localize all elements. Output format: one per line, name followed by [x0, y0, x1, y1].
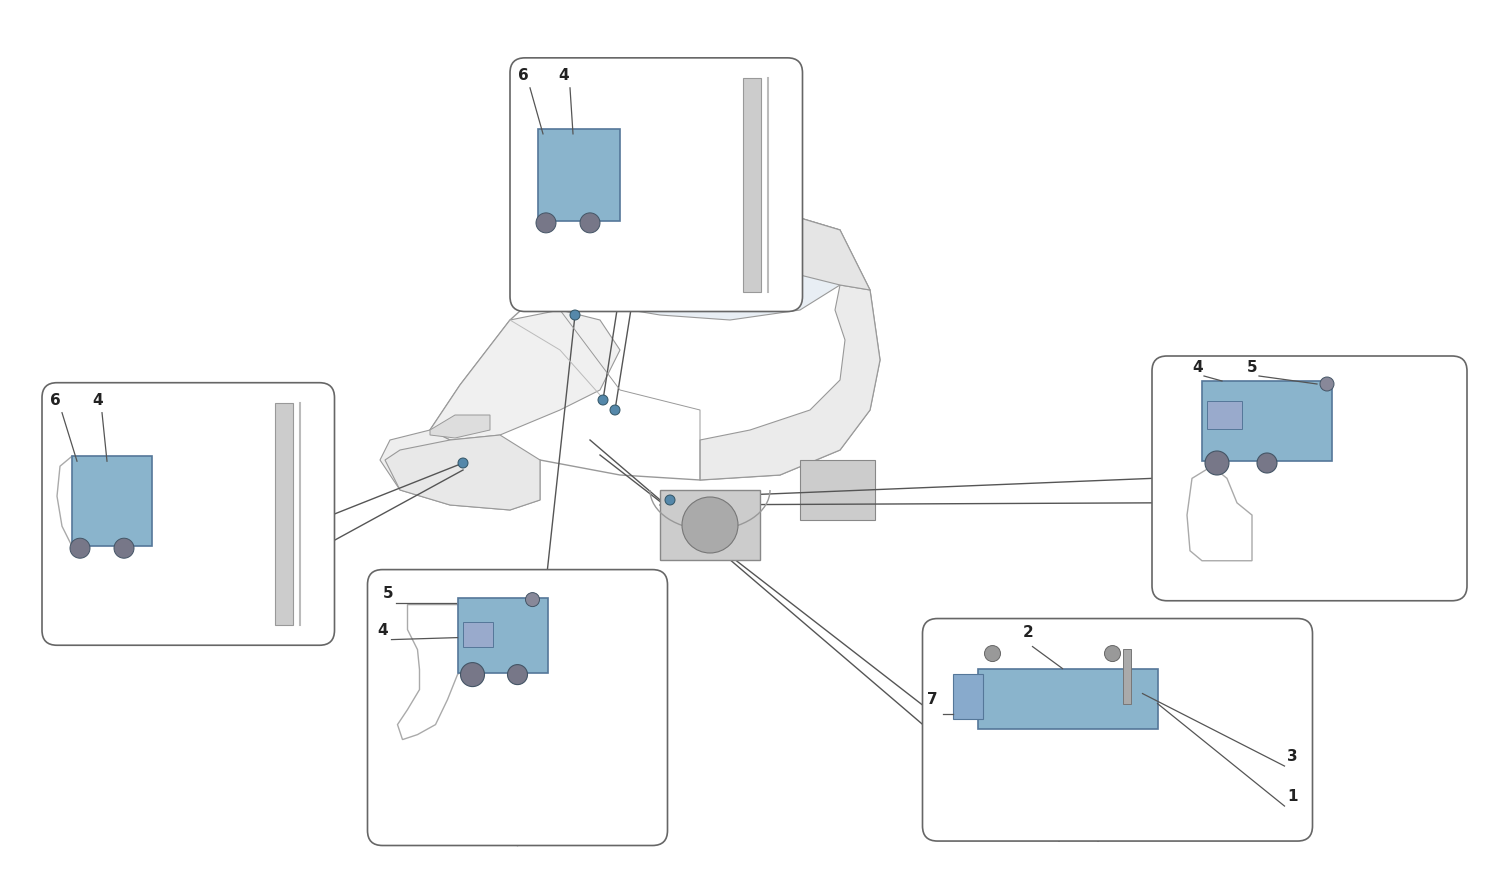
FancyBboxPatch shape: [72, 457, 152, 546]
Text: 5: 5: [382, 586, 393, 601]
Text: 5: 5: [1246, 360, 1257, 375]
Text: 4: 4: [378, 623, 388, 637]
Circle shape: [114, 538, 134, 558]
Text: 6: 6: [518, 68, 528, 83]
Text: 2: 2: [1023, 625, 1034, 640]
Circle shape: [1257, 453, 1276, 473]
Polygon shape: [560, 210, 840, 320]
FancyBboxPatch shape: [742, 77, 760, 292]
Text: 4: 4: [92, 392, 102, 408]
FancyBboxPatch shape: [462, 621, 492, 647]
Circle shape: [458, 458, 468, 468]
Circle shape: [664, 495, 675, 505]
Circle shape: [610, 405, 620, 415]
FancyBboxPatch shape: [42, 383, 334, 645]
FancyBboxPatch shape: [538, 129, 620, 221]
FancyBboxPatch shape: [458, 597, 548, 673]
Circle shape: [580, 213, 600, 233]
Circle shape: [1204, 451, 1228, 475]
Polygon shape: [600, 210, 870, 290]
FancyBboxPatch shape: [1152, 356, 1467, 601]
FancyBboxPatch shape: [952, 674, 982, 718]
FancyBboxPatch shape: [922, 619, 1312, 841]
Circle shape: [507, 665, 528, 684]
Circle shape: [1104, 645, 1120, 661]
Circle shape: [570, 310, 580, 320]
FancyBboxPatch shape: [274, 402, 292, 626]
Text: 6: 6: [50, 392, 60, 408]
Text: 4: 4: [1192, 360, 1203, 375]
Circle shape: [1320, 377, 1334, 391]
Polygon shape: [800, 460, 874, 520]
Circle shape: [984, 645, 1000, 661]
Polygon shape: [430, 415, 490, 438]
Text: 4: 4: [558, 68, 568, 83]
Circle shape: [525, 593, 540, 607]
Polygon shape: [430, 310, 620, 440]
Circle shape: [460, 662, 484, 686]
Polygon shape: [700, 285, 880, 480]
Circle shape: [598, 395, 608, 405]
Polygon shape: [660, 490, 760, 560]
FancyBboxPatch shape: [510, 58, 802, 312]
Polygon shape: [380, 430, 540, 510]
FancyBboxPatch shape: [1122, 649, 1131, 704]
FancyBboxPatch shape: [1208, 401, 1242, 429]
Text: 1: 1: [1287, 789, 1298, 804]
Text: 3: 3: [1287, 749, 1298, 764]
Circle shape: [70, 538, 90, 558]
FancyBboxPatch shape: [368, 570, 668, 846]
Circle shape: [682, 497, 738, 553]
Text: 7: 7: [927, 692, 938, 707]
Polygon shape: [386, 435, 540, 510]
FancyBboxPatch shape: [1202, 381, 1332, 461]
FancyBboxPatch shape: [978, 668, 1158, 729]
Circle shape: [536, 213, 556, 233]
